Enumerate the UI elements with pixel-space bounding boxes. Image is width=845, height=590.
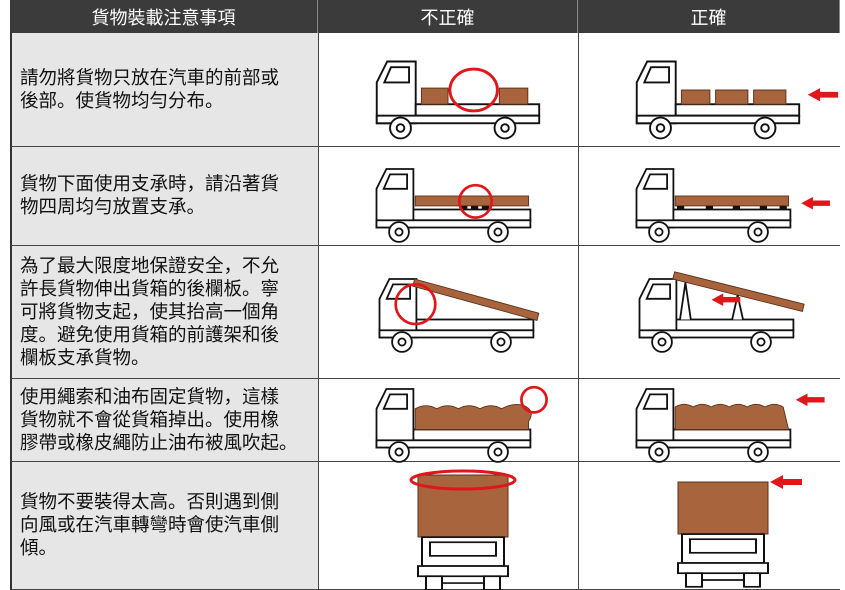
text-line: 物四周均勻放置支承。 bbox=[20, 197, 206, 218]
correct-image-cell bbox=[578, 379, 840, 462]
text-line: 使用繩索和油布固定貨物，這樣 bbox=[20, 386, 280, 408]
instruction-cell: 使用繩索和油布固定貨物，這樣 貨物就不會從貨箱掉出。使用橡 膠帶或橡皮繩防止油布被風… bbox=[10, 379, 318, 462]
correct-image-cell bbox=[578, 147, 840, 246]
instruction-cell: 請勿將貨物只放在汽車的前部或 後部。使貨物均勻分布。 bbox=[10, 33, 318, 147]
text-line: 向風或在汽車轉彎時會使汽車側 bbox=[20, 515, 280, 536]
text-line: 為了最大限度地保證安全，不允 bbox=[20, 255, 280, 277]
header-cell: 貨物裝載注意事項 bbox=[10, 0, 318, 33]
incorrect-image-cell bbox=[318, 33, 578, 147]
text-line: 膠帶或橡皮繩防止油布被風吹起。 bbox=[20, 432, 298, 454]
text-line: 貨物下面使用支承時，請沿著貨 bbox=[20, 174, 280, 195]
header-cell: 不正確 bbox=[318, 0, 578, 33]
instruction-cell: 貨物下面使用支承時，請沿著貨 物四周均勻放置支承。 bbox=[10, 147, 318, 246]
text-line: 度。避免使用貨箱的前護架和後 bbox=[20, 324, 280, 346]
text-line: 貨物不要裝得太高。否則遇到側 bbox=[20, 492, 280, 513]
incorrect-image-cell bbox=[318, 246, 578, 379]
text-line: 請勿將貨物只放在汽車的前部或 bbox=[20, 67, 280, 89]
text-line: 後部。使貨物均勻分布。 bbox=[20, 90, 224, 112]
incorrect-image-cell bbox=[318, 379, 578, 462]
correct-image-cell bbox=[578, 462, 840, 590]
instruction-cell: 為了最大限度地保證安全，不允 許長貨物伸出貨箱的後欄板。寧 可將貨物支起，使其抬高一… bbox=[10, 246, 318, 379]
correct-image-cell bbox=[578, 33, 840, 147]
incorrect-image-cell bbox=[318, 462, 578, 590]
text-line: 貨物就不會從貨箱掉出。使用橡 bbox=[20, 409, 280, 431]
header-cell: 正確 bbox=[578, 0, 840, 33]
text-line: 傾。 bbox=[20, 538, 58, 559]
text-line: 欄板支承貨物。 bbox=[20, 347, 150, 369]
instruction-cell: 貨物不要裝得太高。否則遇到側 向風或在汽車轉彎時會使汽車側 傾。 bbox=[10, 462, 318, 590]
incorrect-image-cell bbox=[318, 147, 578, 246]
text-line: 可將貨物支起，使其抬高一個角 bbox=[20, 301, 280, 323]
text-line: 許長貨物伸出貨箱的後欄板。寧 bbox=[20, 278, 280, 300]
correct-image-cell bbox=[578, 246, 840, 379]
